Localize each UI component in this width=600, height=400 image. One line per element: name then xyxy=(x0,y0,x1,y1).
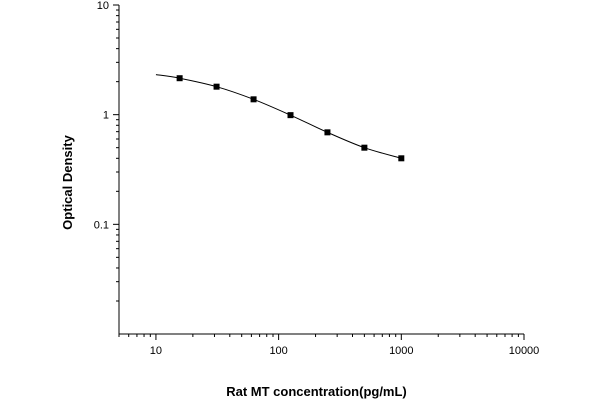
x-tick-label: 100 xyxy=(269,345,287,357)
x-tick-label: 10 xyxy=(150,345,162,357)
y-tick-label: 0.1 xyxy=(94,219,109,231)
major-ticks xyxy=(113,4,525,340)
x-tick-label: 1000 xyxy=(389,345,413,357)
data-point xyxy=(361,144,368,151)
data-point xyxy=(213,83,220,90)
y-axis-title: Optical Density xyxy=(60,134,75,229)
data-point xyxy=(324,129,331,136)
tick-labels: 10 100 1000 10000 0.1 1 10 xyxy=(94,0,540,357)
data-point xyxy=(398,155,405,162)
data-point xyxy=(287,112,294,119)
y-tick-label: 10 xyxy=(97,0,109,12)
data-point xyxy=(176,75,183,82)
data-point xyxy=(250,96,257,103)
x-tick-label: 10000 xyxy=(509,345,540,357)
x-axis-title: Rat MT concentration(pg/mL) xyxy=(226,384,407,399)
axes xyxy=(118,5,524,335)
minor-ticks xyxy=(116,9,519,337)
data-points xyxy=(176,75,405,162)
y-tick-label: 1 xyxy=(103,110,109,122)
